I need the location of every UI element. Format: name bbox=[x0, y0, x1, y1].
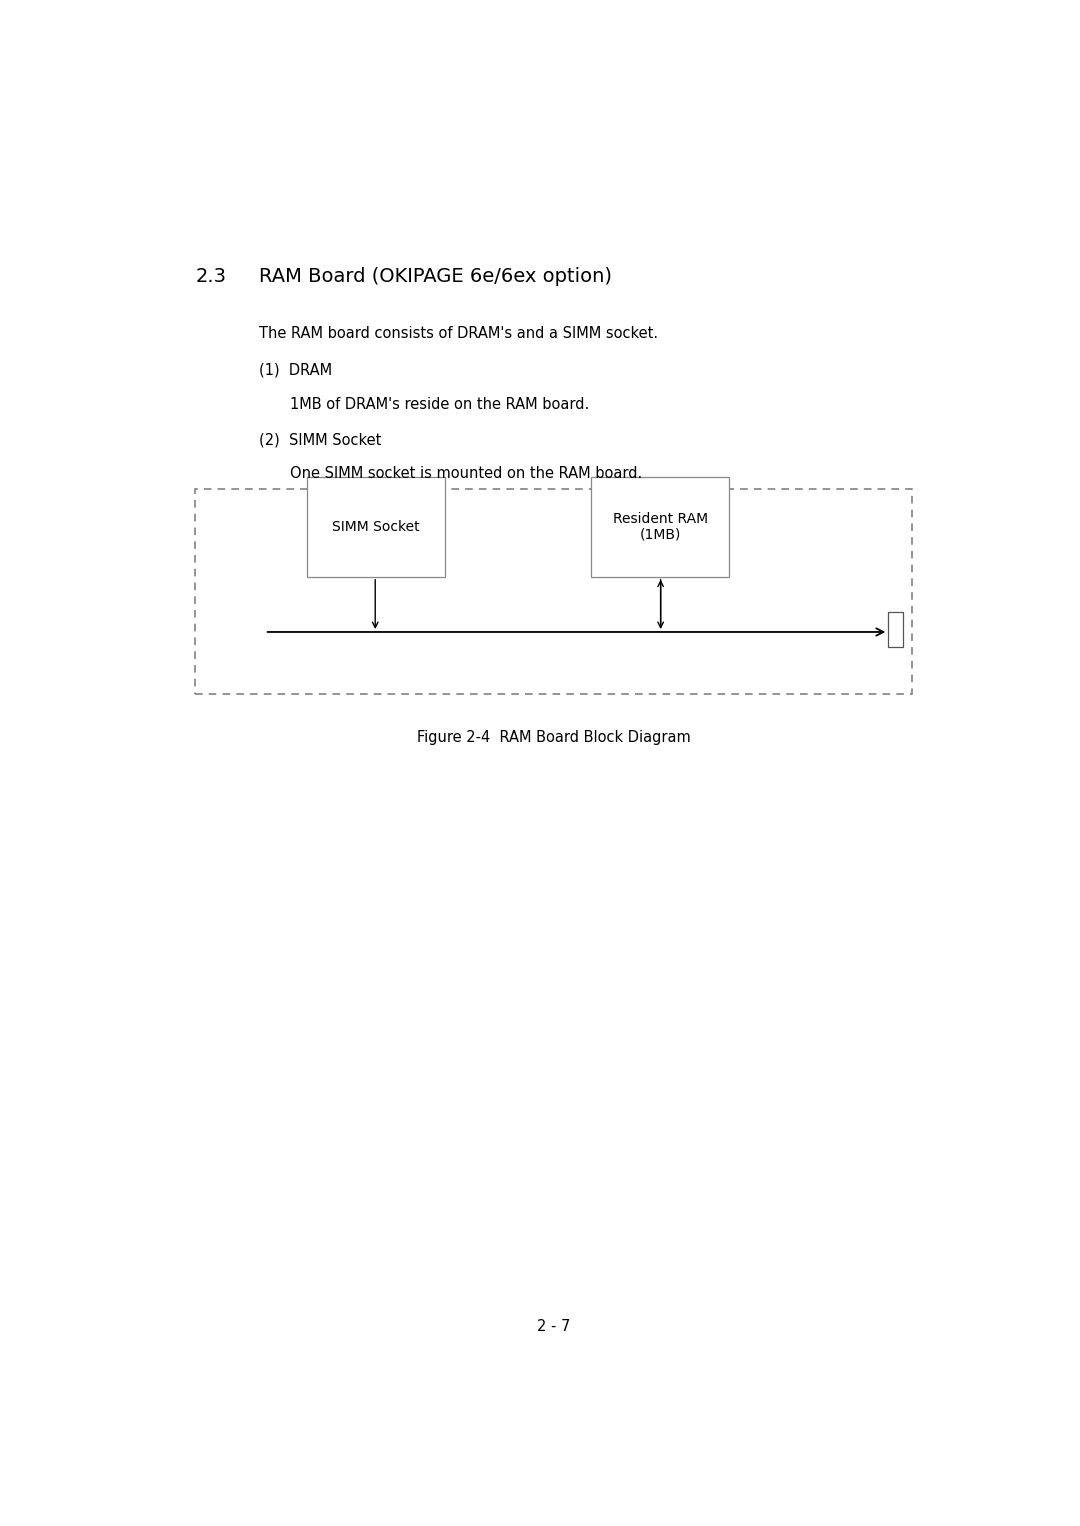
Text: (2)  SIMM Socket: (2) SIMM Socket bbox=[259, 432, 381, 447]
Bar bbox=[889, 612, 903, 647]
Text: The RAM board consists of DRAM's and a SIMM socket.: The RAM board consists of DRAM's and a S… bbox=[259, 327, 658, 342]
Bar bbox=[195, 488, 912, 694]
Text: 2 - 7: 2 - 7 bbox=[537, 1320, 570, 1334]
Text: SIMM Socket: SIMM Socket bbox=[332, 520, 419, 534]
Text: Figure 2-4  RAM Board Block Diagram: Figure 2-4 RAM Board Block Diagram bbox=[417, 729, 690, 745]
Text: RAM Board (OKIPAGE 6e/6ex option): RAM Board (OKIPAGE 6e/6ex option) bbox=[259, 267, 612, 285]
Bar bbox=[591, 476, 729, 577]
Text: Resident RAM
(1MB): Resident RAM (1MB) bbox=[612, 511, 707, 542]
Text: 1MB of DRAM's reside on the RAM board.: 1MB of DRAM's reside on the RAM board. bbox=[289, 397, 589, 412]
Text: 2.3: 2.3 bbox=[195, 267, 227, 285]
Text: (1)  DRAM: (1) DRAM bbox=[259, 363, 332, 378]
Text: One SIMM socket is mounted on the RAM board.: One SIMM socket is mounted on the RAM bo… bbox=[289, 467, 643, 481]
Bar bbox=[307, 476, 445, 577]
